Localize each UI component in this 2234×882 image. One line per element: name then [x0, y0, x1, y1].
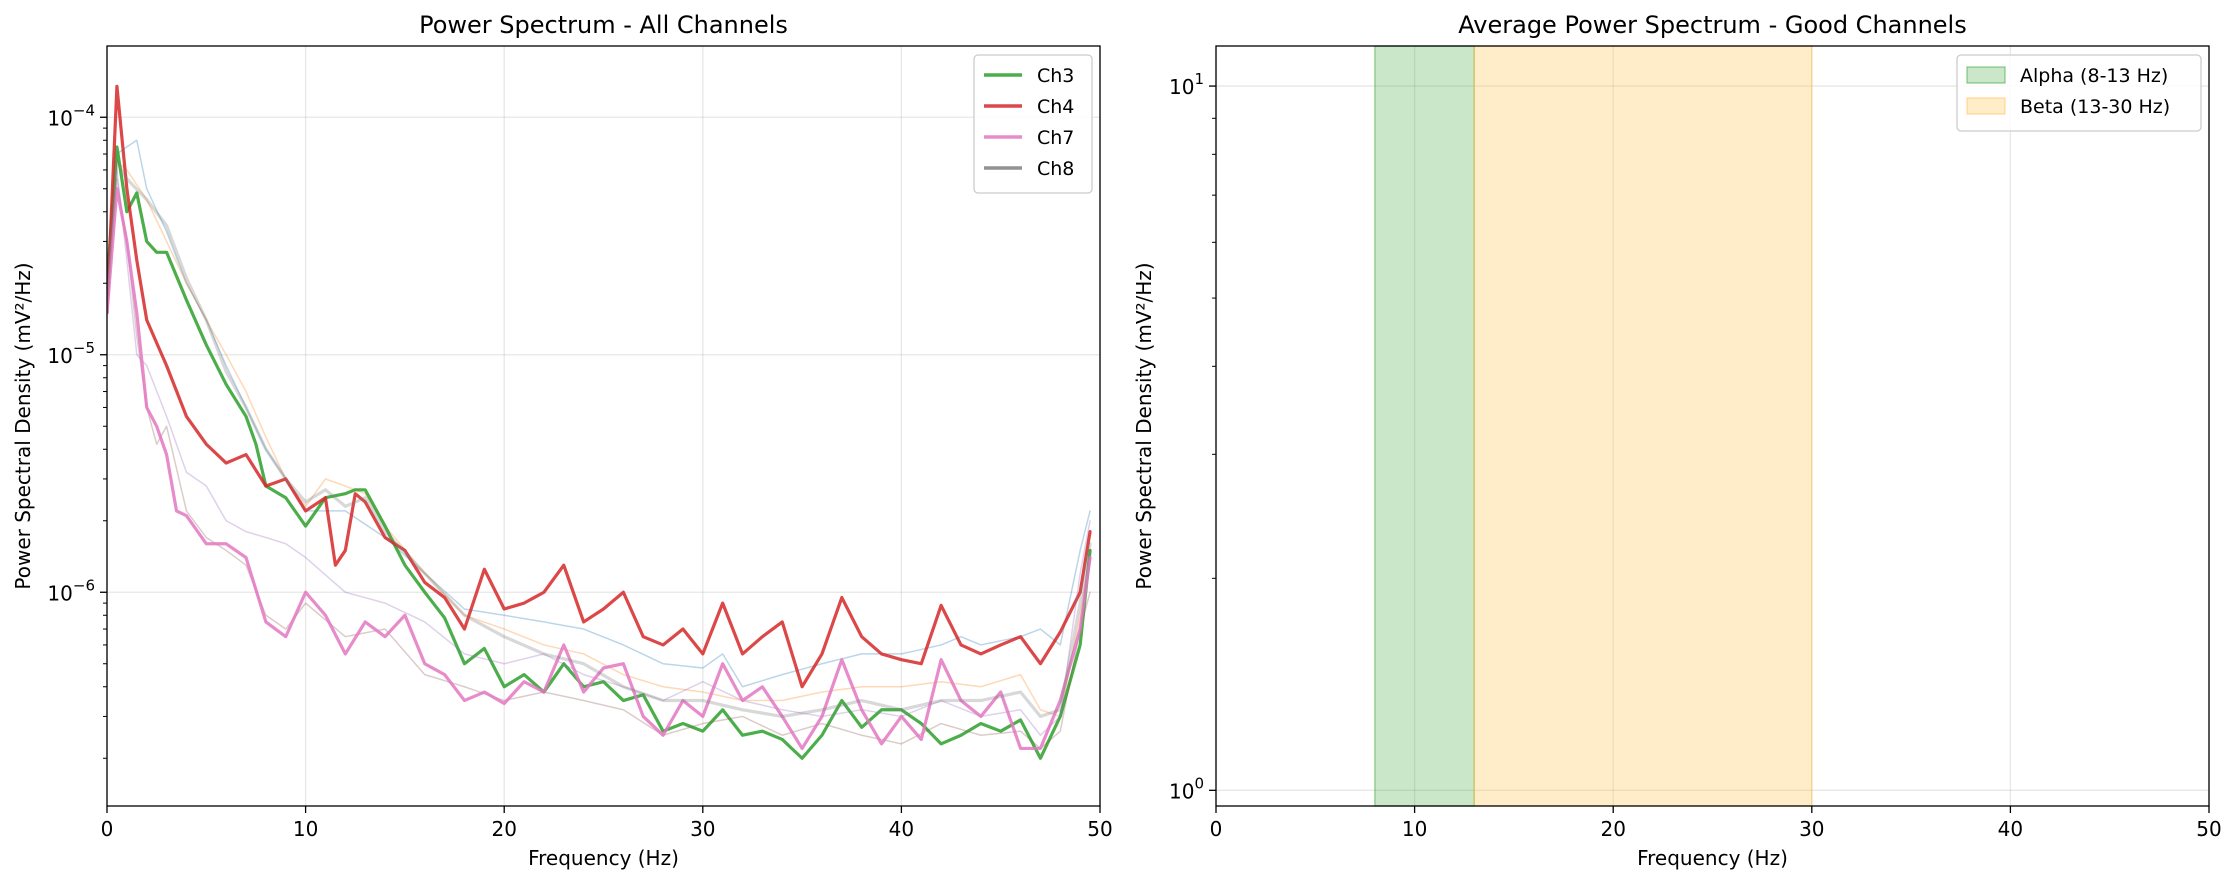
band-beta	[1473, 45, 1813, 807]
series-line-ch5	[107, 169, 1091, 736]
legend-label-ch4: Ch4	[1037, 96, 1074, 118]
right-bands-group	[1374, 45, 1813, 807]
right-axes-frame	[1215, 45, 2210, 807]
left-x-axis-label: Frequency (Hz)	[528, 846, 679, 870]
left-x-tick-label: 20	[491, 817, 516, 841]
series-line-ch2	[107, 160, 1091, 718]
right-legend: Alpha (8-13 Hz) Beta (13-30 Hz)	[1956, 54, 2202, 132]
right-chart: Average Power Spectrum - Good Channels 0…	[1132, 11, 2222, 870]
left-x-tick-label: 10	[293, 817, 318, 841]
band-alpha	[1374, 45, 1475, 807]
right-x-tick-label: 30	[1799, 817, 1824, 841]
right-x-tick-label: 50	[2196, 817, 2221, 841]
right-x-tick-label: 10	[1402, 817, 1427, 841]
legend-label-ch7: Ch7	[1037, 127, 1074, 149]
legend-label-ch8: Ch8	[1037, 158, 1074, 180]
legend-swatch-alpha	[1966, 66, 2006, 84]
legend-label-ch3: Ch3	[1037, 65, 1074, 87]
legend-swatch-beta	[1966, 97, 2006, 115]
series-line-ch7	[107, 187, 1092, 751]
left-x-axis: 0 10 20 30 40 50	[101, 806, 1113, 841]
left-y-axis-label: Power Spectral Density (mV²/Hz)	[11, 262, 35, 589]
right-x-tick-label: 0	[1210, 817, 1223, 841]
left-chart: Power Spectrum - All Channels 0 10 20 30 40 5…	[11, 11, 1113, 870]
left-x-tick-label: 50	[1087, 817, 1112, 841]
right-legend-box	[1956, 54, 2202, 132]
series-line-ch8	[107, 160, 1092, 719]
legend-label-alpha: Alpha (8-13 Hz)	[2020, 65, 2168, 87]
right-x-axis: 0 10 20 30 40 50	[1210, 806, 2222, 841]
left-legend-box	[973, 54, 1093, 194]
series-line-ch4	[107, 84, 1092, 689]
left-x-tick-label: 30	[690, 817, 715, 841]
legend-label-beta: Beta (13-30 Hz)	[2020, 96, 2170, 118]
right-x-tick-label: 40	[1998, 817, 2023, 841]
left-x-tick-label: 0	[101, 817, 114, 841]
series-line-ch6	[107, 178, 1091, 750]
series-line-ch3	[107, 145, 1092, 760]
left-x-tick-label: 40	[889, 817, 914, 841]
right-chart-title: Average Power Spectrum - Good Channels	[1458, 11, 1966, 39]
left-chart-title: Power Spectrum - All Channels	[419, 11, 788, 39]
right-y-axis-label: Power Spectral Density (mV²/Hz)	[1132, 262, 1156, 589]
right-x-tick-label: 20	[1600, 817, 1625, 841]
left-legend: Ch3 Ch4 Ch7 Ch8	[973, 54, 1093, 194]
left-series-group	[107, 84, 1092, 760]
right-x-axis-label: Frequency (Hz)	[1637, 846, 1788, 870]
